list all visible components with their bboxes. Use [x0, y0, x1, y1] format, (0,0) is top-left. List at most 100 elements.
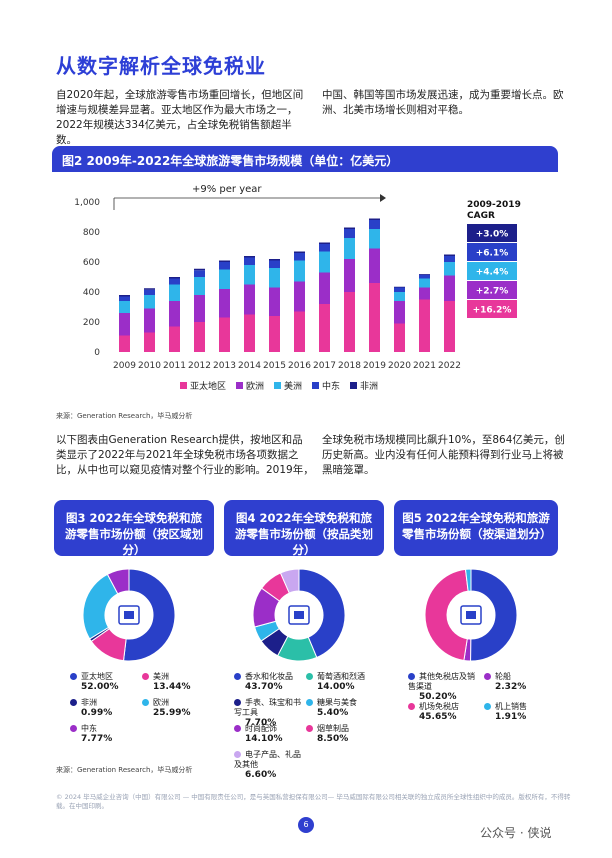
legend-entry: 糖果与美食 5.40% — [306, 698, 374, 718]
bar-segment — [344, 227, 355, 229]
legend-name: 美洲 — [153, 672, 169, 681]
legend-entry: 欧洲 25.99% — [142, 698, 210, 718]
bar-segment — [444, 262, 455, 276]
legend-value: 7.77% — [81, 734, 113, 744]
legend-dot — [408, 673, 415, 680]
legend-dot — [234, 699, 241, 706]
bar-segment — [119, 296, 130, 301]
legend-label: 美洲 — [284, 380, 302, 392]
bar-segment — [144, 332, 155, 352]
legend-dot — [484, 703, 491, 710]
cagr-value: +16.2% — [473, 306, 512, 316]
legend-value: 14.00% — [317, 682, 355, 692]
legend-name: 香水和化妆品 — [245, 672, 293, 681]
bar-segment — [419, 274, 430, 279]
legend-value: 2.32% — [495, 682, 527, 692]
fig3-donut — [82, 568, 176, 662]
cagr-chip — [467, 262, 517, 280]
bar-segment — [144, 289, 155, 295]
bar-segment — [394, 287, 405, 292]
bar-segment — [394, 286, 405, 288]
bar-segment — [169, 278, 180, 285]
intro-left: 自2020年起，全球旅游零售市场重回增长，但地区间 增速与规模差异显著。亚太地区… — [56, 89, 304, 146]
fig2-title: 图2 2009年-2022年全球旅游零售市场规模（单位：亿美元） — [52, 146, 558, 174]
bar-segment — [144, 308, 155, 333]
bar-segment — [219, 269, 230, 289]
bar-segment — [169, 277, 180, 279]
footer-text: © 2024 毕马威企业咨询（中国）有限公司 — 中国有限责任公司，是与英国私营… — [56, 793, 571, 810]
x-tick-label: 2016 — [288, 361, 311, 371]
bar-segment — [294, 260, 305, 282]
legend-label: 亚太地区 — [190, 380, 226, 392]
bar-segment — [294, 311, 305, 352]
legend-entry: 葡萄酒和烈酒 14.00% — [306, 672, 374, 692]
legend-swatch — [312, 382, 319, 389]
bar-segment — [269, 287, 280, 316]
legend-entry: 手表、珠宝和书写工具 7.70% — [234, 698, 302, 728]
bar-segment — [344, 238, 355, 259]
legend-value: 14.10% — [245, 734, 283, 744]
legend-entry: 亚太地区 52.00% — [70, 672, 138, 692]
y-tick-label: 600 — [83, 258, 100, 268]
center-icon-glyph — [124, 611, 134, 619]
bar-segment — [144, 295, 155, 309]
x-tick-label: 2022 — [438, 361, 461, 371]
legend-entry: 非洲 0.99% — [70, 698, 138, 718]
legend-value: 0.99% — [81, 708, 113, 718]
bar-segment — [269, 268, 280, 288]
legend-entry: 轮船 2.32% — [484, 672, 556, 692]
bar-segment — [344, 259, 355, 292]
x-tick-label: 2019 — [363, 361, 386, 371]
legend-name: 中东 — [81, 724, 97, 733]
bar-segment — [194, 277, 205, 295]
legend-entry: 香水和化妆品 43.70% — [234, 672, 302, 692]
page-title: 从数字解析全球免税业 — [56, 54, 266, 78]
cagr-value: +2.7% — [476, 287, 509, 297]
legend-dot — [70, 725, 77, 732]
bar-segment — [344, 229, 355, 238]
legend-entry: 烟草制品 8.50% — [306, 724, 374, 744]
bar-segment — [194, 295, 205, 322]
legend-value: 7.70% — [245, 718, 277, 728]
bar-segment — [244, 256, 255, 258]
fig4-title: 图4 2022年全球免税和旅游零售市场份额（按品类划分） — [224, 500, 384, 557]
bar-segment — [194, 322, 205, 352]
bar-segment — [219, 317, 230, 352]
donut-slice — [122, 568, 176, 662]
bar-segment — [419, 274, 430, 275]
legend-value: 1.91% — [495, 712, 527, 722]
donut-slice — [470, 568, 518, 662]
bar-segment — [369, 248, 380, 283]
bar-segment — [394, 301, 405, 324]
cagr-chip — [467, 224, 517, 242]
bar-segment — [294, 281, 305, 312]
legend-entry: 机上销售 1.91% — [484, 702, 556, 722]
bar-segment — [269, 316, 280, 352]
y-tick-label: 200 — [83, 318, 100, 328]
bar-segment — [219, 262, 230, 270]
legend-name: 欧洲 — [153, 698, 169, 707]
bar-segment — [369, 229, 380, 249]
center-icon-glyph — [294, 611, 304, 619]
legend-value: 45.65% — [419, 712, 457, 722]
center-icon — [288, 605, 310, 625]
bar-segment — [319, 242, 330, 244]
cagr-subtitle: CAGR — [467, 211, 495, 221]
cagr-chip — [467, 281, 517, 299]
x-tick-label: 2009 — [113, 361, 136, 371]
legend-name: 机场免税店 — [419, 702, 459, 711]
legend-name: 时尚配饰 — [245, 724, 277, 733]
bar-segment — [319, 304, 330, 352]
x-tick-label: 2018 — [338, 361, 361, 371]
bar-segment — [144, 288, 155, 290]
legend-value: 25.99% — [153, 708, 191, 718]
bar-segment — [294, 253, 305, 261]
bar-segment — [169, 284, 180, 301]
legend-swatch — [180, 382, 187, 389]
legend-swatch — [274, 382, 281, 389]
legend-entry: 美洲 13.44% — [142, 672, 210, 692]
legend-dot — [306, 673, 313, 680]
legend-dot — [306, 699, 313, 706]
cagr-value: +6.1% — [476, 249, 509, 259]
center-icon — [118, 605, 140, 625]
